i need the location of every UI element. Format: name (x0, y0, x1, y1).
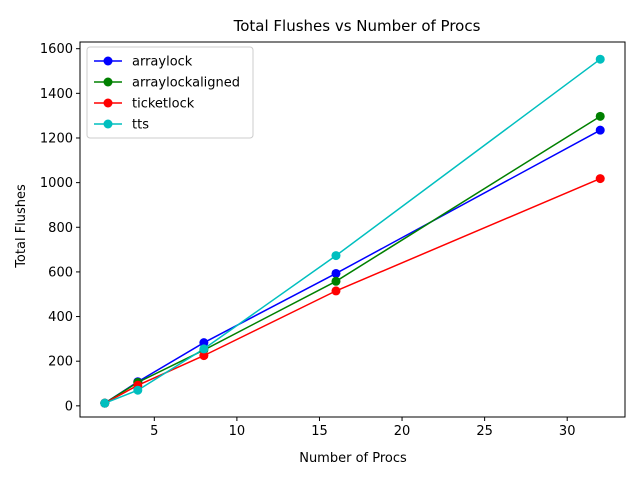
y-tick-label: 400 (48, 310, 73, 325)
axes-frame (79, 41, 626, 418)
data-point-arraylock (595, 125, 605, 135)
x-tick-label: 30 (559, 424, 576, 439)
x-axis-label: Number of Procs (299, 451, 407, 466)
legend-label: tts (132, 118, 149, 133)
y-tick-label: 1600 (40, 42, 73, 57)
y-tick-label: 1200 (40, 131, 73, 146)
legend-label: arraylock (132, 55, 193, 70)
data-point-ticketlock (199, 351, 209, 361)
data-point-arraylockaligned (331, 276, 341, 286)
legend-label: arraylockaligned (132, 76, 240, 91)
data-point-ticketlock (595, 174, 605, 184)
data-point-arraylock (331, 268, 341, 278)
legend-box (86, 46, 254, 139)
x-tick-label: 20 (394, 424, 411, 439)
legend-swatch-marker (103, 98, 113, 108)
legend-label: ticketlock (132, 97, 195, 112)
legend: arraylock arraylockaligned ticketlock tts (86, 46, 254, 139)
y-tick-label: 1000 (40, 176, 73, 191)
y-tick-label: 1400 (40, 87, 73, 102)
data-point-tts (133, 385, 143, 395)
x-tick-label: 5 (150, 424, 158, 439)
data-point-arraylock (199, 338, 209, 348)
data-point-arraylockaligned (595, 111, 605, 121)
legend-swatch-marker (103, 56, 113, 66)
y-tick-label: 600 (48, 265, 73, 280)
x-tick-label: 15 (311, 424, 328, 439)
data-point-tts (331, 251, 341, 261)
y-tick-label: 200 (48, 355, 73, 370)
y-tick-label: 0 (65, 399, 73, 414)
data-point-tts (595, 54, 605, 64)
data-point-ticketlock (331, 286, 341, 296)
data-point-tts (199, 344, 209, 354)
y-tick-label: 800 (48, 221, 73, 236)
plot-area: 5 10 15 20 25 30 0 200 400 600 800 1000 1200 1400 1600 (40, 41, 626, 439)
data-point-tts (100, 398, 110, 408)
chart-title: Total Flushes vs Number of Procs (233, 17, 481, 35)
legend-swatch-marker (103, 77, 113, 87)
x-tick-label: 10 (229, 424, 246, 439)
legend-swatch-marker (103, 119, 113, 129)
y-axis-label: Total Flushes (14, 184, 29, 269)
x-tick-label: 25 (476, 424, 493, 439)
